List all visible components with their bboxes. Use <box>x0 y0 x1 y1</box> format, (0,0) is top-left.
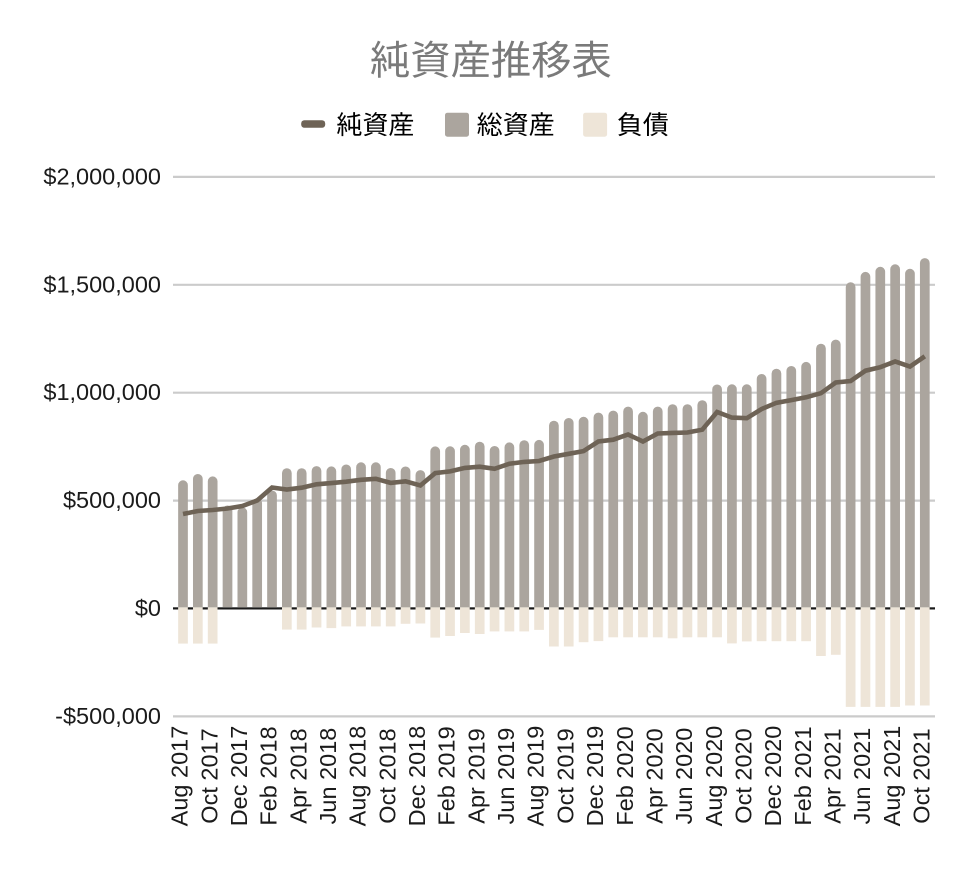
svg-text:Dec 2020: Dec 2020 <box>760 726 786 827</box>
svg-text:-$500,000: -$500,000 <box>55 703 161 729</box>
svg-text:Aug 2019: Aug 2019 <box>523 726 549 827</box>
svg-text:Aug 2017: Aug 2017 <box>167 726 193 827</box>
svg-text:Feb 2018: Feb 2018 <box>256 726 282 825</box>
svg-text:Oct 2019: Oct 2019 <box>552 728 578 823</box>
svg-text:Feb 2020: Feb 2020 <box>612 726 638 825</box>
svg-text:Jun 2018: Jun 2018 <box>315 728 341 825</box>
svg-text:Dec 2019: Dec 2019 <box>582 726 608 827</box>
svg-text:$1,000,000: $1,000,000 <box>43 379 161 405</box>
svg-text:Aug 2018: Aug 2018 <box>345 726 371 827</box>
svg-text:Apr 2021: Apr 2021 <box>819 728 845 823</box>
svg-text:Apr 2019: Apr 2019 <box>463 728 489 823</box>
svg-text:Feb 2019: Feb 2019 <box>434 726 460 825</box>
svg-text:Aug 2020: Aug 2020 <box>701 726 727 827</box>
svg-text:Oct 2021: Oct 2021 <box>909 728 935 823</box>
svg-text:$0: $0 <box>135 595 161 621</box>
svg-text:$1,500,000: $1,500,000 <box>43 271 161 297</box>
svg-text:$500,000: $500,000 <box>63 487 161 513</box>
svg-text:Oct 2018: Oct 2018 <box>374 728 400 823</box>
svg-text:Apr 2020: Apr 2020 <box>641 728 667 823</box>
svg-text:Jun 2020: Jun 2020 <box>671 728 697 825</box>
svg-text:Jun 2021: Jun 2021 <box>849 728 875 825</box>
svg-text:Oct 2017: Oct 2017 <box>196 728 222 823</box>
svg-text:Oct 2020: Oct 2020 <box>730 728 756 823</box>
svg-text:Dec 2018: Dec 2018 <box>404 726 430 827</box>
svg-text:Jun 2019: Jun 2019 <box>493 728 519 825</box>
svg-text:Feb 2021: Feb 2021 <box>790 726 816 825</box>
svg-text:Dec 2017: Dec 2017 <box>226 726 252 827</box>
svg-text:Apr 2018: Apr 2018 <box>285 728 311 823</box>
svg-text:Aug 2021: Aug 2021 <box>879 726 905 827</box>
svg-text:$2,000,000: $2,000,000 <box>43 163 161 189</box>
